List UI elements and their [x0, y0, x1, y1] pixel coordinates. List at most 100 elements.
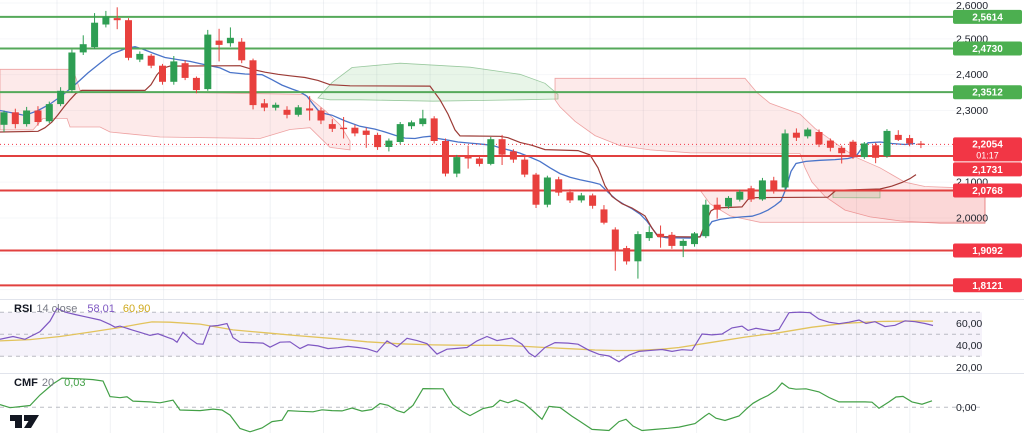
candle-body [125, 20, 132, 58]
candle-body [498, 139, 506, 155]
candle-body [487, 139, 495, 164]
candle-body [0, 112, 8, 125]
candle-body [45, 104, 53, 122]
price-axis-label: 2,4000 [956, 69, 988, 81]
candle-body [589, 195, 597, 206]
candle-body [475, 158, 483, 164]
candle-body [91, 22, 99, 48]
candle-body [815, 132, 823, 145]
candle-series[interactable] [0, 7, 925, 279]
support-price-badge [953, 243, 1022, 258]
candle-body [306, 108, 314, 111]
candle-body [679, 240, 687, 246]
candle-body [872, 145, 880, 158]
support-price-badge [953, 183, 1022, 198]
resistance-price-badge [953, 9, 1022, 24]
resistance-price-badge-text: 2,5614 [972, 12, 1003, 23]
candle-body [238, 41, 246, 61]
candle-body [577, 195, 585, 201]
rsi-axis-label: 60,00 [956, 318, 982, 330]
resistance-price-badge-text: 2,4730 [972, 44, 1003, 55]
candle-body [181, 63, 189, 78]
support-price-badge-text: 2,1731 [972, 165, 1003, 176]
cmf-axis-label: 0,00 [956, 402, 977, 414]
candle-body [657, 233, 665, 237]
candle-body [894, 134, 902, 140]
candle-body [906, 138, 914, 144]
resistance-price-badge-text: 2,3512 [972, 88, 1003, 99]
candle-body [396, 124, 404, 142]
candle-body [838, 147, 846, 154]
candle-body [249, 60, 257, 106]
candle-body [702, 204, 710, 237]
candle-body [317, 110, 325, 121]
candle-body [102, 16, 110, 25]
candle-body [634, 234, 642, 262]
candle-body [883, 130, 891, 157]
candle-body [566, 192, 574, 201]
rsi-ma-line [0, 320, 934, 352]
support-price-badge-text: 1,9092 [972, 246, 1003, 257]
rsi-line [0, 307, 934, 363]
candle-body [917, 143, 925, 145]
candle-body [453, 157, 461, 174]
candle-body [509, 151, 517, 160]
candle-body [713, 204, 721, 210]
support-price-badge [953, 162, 1022, 177]
rsi-axis-label: 20,00 [956, 362, 982, 374]
candle-body [79, 44, 87, 53]
tradingview-logo-icon[interactable] [9, 412, 43, 430]
candle-body [419, 118, 427, 125]
candle-body [374, 134, 382, 148]
price-axis-label: 2,0000 [956, 213, 988, 225]
candle-body [362, 130, 370, 135]
current-price-countdown: 01:17 [976, 150, 999, 160]
candle-body [691, 233, 698, 245]
ichimoku-conversion-line [0, 65, 917, 238]
candle-body [747, 188, 755, 200]
candle-body [532, 174, 540, 205]
candle-body [11, 112, 19, 125]
candle-body [57, 90, 65, 105]
candle-body [204, 34, 212, 90]
candle-body [385, 140, 393, 147]
candle-body [294, 107, 302, 115]
candle-body [758, 180, 766, 200]
candle-body [113, 18, 121, 21]
rsi-axis-label: 40,00 [956, 340, 982, 352]
candle-body [543, 177, 551, 205]
candle-body [23, 110, 31, 125]
candle-body [351, 127, 359, 134]
candle-body [159, 65, 166, 82]
candle-body [147, 55, 155, 66]
price-axis-label: 2,6000 [956, 0, 988, 12]
candle-body [826, 140, 834, 148]
candle-body [611, 229, 619, 251]
candle-body [736, 191, 744, 200]
support-price-badge-text: 2,0768 [972, 186, 1003, 197]
candle-body [623, 248, 631, 262]
resistance-price-badge [953, 85, 1022, 100]
candle-body [668, 234, 676, 246]
candle-body [725, 197, 732, 207]
current-price-badge-value: 2,2054 [972, 139, 1003, 150]
candle-body [136, 53, 144, 60]
current-price-badge [953, 137, 1022, 162]
candle-body [849, 141, 857, 158]
candle-body [645, 232, 653, 239]
candle-body [521, 159, 529, 175]
support-price-badge [953, 278, 1022, 293]
candle-body [215, 40, 223, 45]
candle-body [328, 124, 336, 129]
candle-body [464, 156, 472, 159]
candle-body [442, 141, 449, 174]
candle-body [430, 118, 438, 141]
candle-body [283, 109, 291, 115]
candle-body [340, 127, 348, 130]
candle-body [804, 129, 812, 137]
candle-body [770, 180, 778, 191]
cmf-line [0, 377, 933, 433]
candle-body [192, 77, 200, 91]
